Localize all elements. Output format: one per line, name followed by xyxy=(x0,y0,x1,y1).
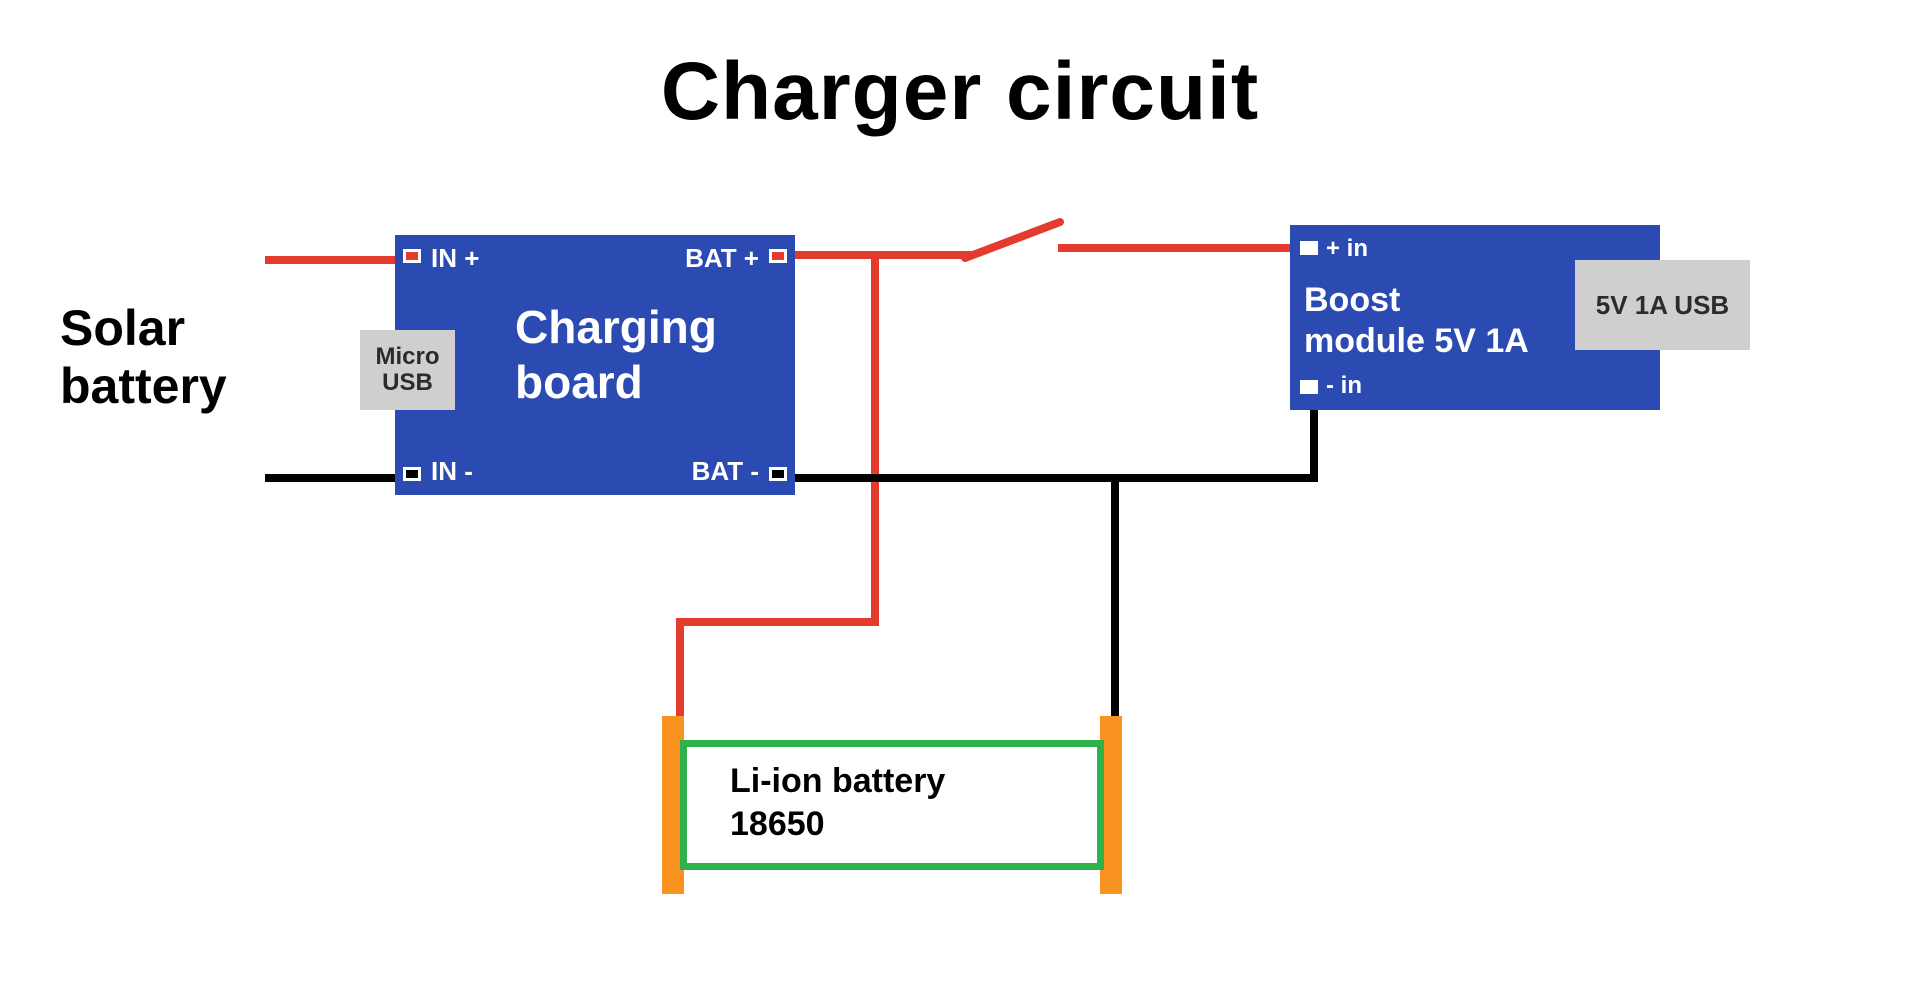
pad-boost-in-minus xyxy=(1300,380,1318,394)
solar-label-line1: Solar xyxy=(60,300,185,356)
pin-label-bat-plus: BAT + xyxy=(685,243,759,274)
boost-title-l1: Boost xyxy=(1304,281,1400,319)
pad-in-minus xyxy=(403,467,421,481)
wire-switch-to-boost xyxy=(1058,244,1303,252)
battery-label-l2: 18650 xyxy=(730,805,825,843)
charging-board-title-l2: board xyxy=(515,356,643,408)
pin-label-boost-plus: + in xyxy=(1326,235,1368,263)
wire-neg-down-to-batt xyxy=(1111,474,1119,748)
pin-label-boost-minus: - in xyxy=(1326,372,1362,400)
wire-solar-pos xyxy=(265,256,410,264)
charging-board-title-l1: Charging xyxy=(515,301,717,353)
wire-solar-neg xyxy=(265,474,410,482)
pad-bat-plus xyxy=(769,249,787,263)
charging-board: IN + IN - BAT + BAT - Charging board xyxy=(395,235,795,495)
wire-batplus-down xyxy=(871,251,879,626)
battery-label-l1: Li-ion battery xyxy=(730,762,945,800)
micro-usb-port: Micro USB xyxy=(360,330,455,410)
battery-label: Li-ion battery 18650 xyxy=(730,760,945,845)
diagram-canvas: Charger circuit Solar battery IN + IN - … xyxy=(0,0,1920,988)
pin-label-bat-minus: BAT - xyxy=(692,456,759,487)
pin-label-in-plus: IN + xyxy=(431,243,479,274)
solar-label-line2: battery xyxy=(60,358,227,414)
boost-module-title: Boost module 5V 1A xyxy=(1304,280,1529,362)
boost-title-l2: module 5V 1A xyxy=(1304,322,1529,360)
pad-boost-in-plus xyxy=(1300,241,1318,255)
usb-out-port: 5V 1A USB xyxy=(1575,260,1750,350)
wire-batminus-h xyxy=(785,474,1318,482)
pin-label-in-minus: IN - xyxy=(431,456,473,487)
solar-battery-label: Solar battery xyxy=(60,300,227,415)
charging-board-title: Charging board xyxy=(515,300,717,410)
pad-in-plus xyxy=(403,249,421,263)
diagram-title: Charger circuit xyxy=(0,45,1920,139)
pad-bat-minus xyxy=(769,467,787,481)
switch-open xyxy=(960,210,1070,270)
wire-batplus-to-batt-h xyxy=(676,618,879,626)
